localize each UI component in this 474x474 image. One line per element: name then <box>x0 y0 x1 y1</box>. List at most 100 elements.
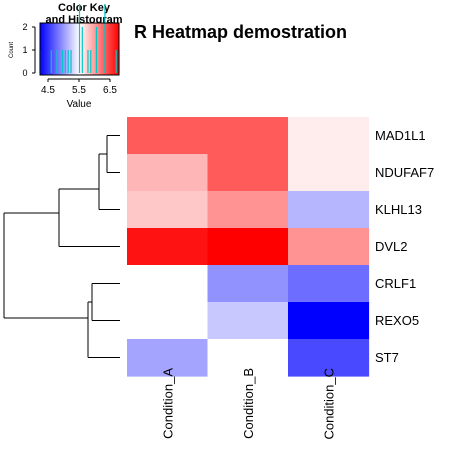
row-dendrogram <box>3 135 120 358</box>
column-labels: Condition_A Condition_B Condition_C <box>160 368 336 440</box>
color-key-swatch <box>113 23 115 75</box>
key-ytick-0: 0 <box>22 68 27 78</box>
color-key-swatch <box>54 23 56 75</box>
color-key-swatch <box>114 23 116 75</box>
heatmap-cell-ndufaf7-condition-b <box>207 154 289 192</box>
heatmap-cell-mad1l1-condition-b <box>207 117 289 155</box>
heatmap-cell-crlf1-condition-a <box>127 265 209 303</box>
color-key-swatch <box>61 23 63 75</box>
heatmap-cell-mad1l1-condition-a <box>127 117 209 155</box>
color-key-swatch <box>68 23 70 75</box>
color-key-swatch <box>66 23 68 75</box>
row-label-mad1l1: MAD1L1 <box>375 128 426 143</box>
color-key-swatch <box>59 23 61 75</box>
heatmap-cell-st7-condition-c <box>288 339 370 377</box>
row-labels: MAD1L1 NDUFAF7 KLHL13 DVL2 CRLF1 REXO5 ST7 <box>375 128 434 365</box>
heatmap-cell-klhl13-condition-b <box>207 191 289 229</box>
key-xlabel: Value <box>67 99 92 110</box>
color-key-swatch <box>42 23 44 75</box>
color-key-swatch <box>98 23 100 75</box>
color-key-swatch <box>57 23 59 75</box>
color-key-swatch <box>91 23 93 75</box>
heatmap-cell-rexo5-condition-b <box>207 302 289 340</box>
color-key-swatch <box>95 23 97 75</box>
key-xtick-0: 4.5 <box>41 85 55 96</box>
row-label-dvl2: DVL2 <box>375 239 408 254</box>
heatmap-cell-crlf1-condition-c <box>288 265 370 303</box>
color-key-swatch <box>117 23 119 75</box>
color-key-swatch <box>52 23 54 75</box>
color-key-swatch <box>107 23 109 75</box>
heatmap-cell-dvl2-condition-a <box>127 228 209 266</box>
color-key-swatch <box>56 23 58 75</box>
color-key-gradient <box>40 23 120 75</box>
color-key-swatch <box>64 23 66 75</box>
heatmap-cell-dvl2-condition-c <box>288 228 370 266</box>
color-key-swatch <box>71 23 73 75</box>
key-xtick-2: 6.5 <box>103 85 117 96</box>
heatmap-cell-crlf1-condition-b <box>207 265 289 303</box>
color-key-swatch <box>110 23 112 75</box>
color-key-swatch <box>62 23 64 75</box>
color-key-swatch <box>55 23 57 75</box>
color-key-swatch <box>89 23 91 75</box>
color-key-swatch <box>111 23 113 75</box>
column-label-condition-b: Condition_B <box>241 368 256 439</box>
color-key-swatch <box>87 23 89 75</box>
column-label-condition-a: Condition_A <box>160 368 175 439</box>
color-key-swatch <box>100 23 102 75</box>
column-label-condition-c: Condition_C <box>321 368 336 440</box>
color-key-swatch <box>86 23 88 75</box>
heatmap-cell-st7-condition-b <box>207 339 289 377</box>
chart-title: R Heatmap demostration <box>134 22 347 42</box>
color-key-swatch <box>72 23 74 75</box>
color-key-swatch <box>67 23 69 75</box>
color-key-swatch <box>40 23 42 75</box>
heatmap-cell-klhl13-condition-a <box>127 191 209 229</box>
color-key-swatch <box>50 23 52 75</box>
color-key-swatch <box>58 23 60 75</box>
color-key-swatch <box>77 23 79 75</box>
heatmap-cell-rexo5-condition-a <box>127 302 209 340</box>
color-key-swatch <box>47 23 49 75</box>
color-key-swatch <box>46 23 48 75</box>
heatmap-cell-dvl2-condition-b <box>207 228 289 266</box>
color-key-swatch <box>108 23 110 75</box>
color-key-swatch <box>73 23 75 75</box>
row-label-ndufaf7: NDUFAF7 <box>375 165 434 180</box>
color-key-swatch <box>78 23 80 75</box>
row-label-crlf1: CRLF1 <box>375 276 416 291</box>
color-key-swatch <box>45 23 47 75</box>
color-key-swatch <box>51 23 53 75</box>
color-key-swatch <box>112 23 114 75</box>
color-key-swatch <box>90 23 92 75</box>
color-key-swatch <box>116 23 118 75</box>
row-label-st7: ST7 <box>375 350 399 365</box>
color-key-swatch <box>109 23 111 75</box>
color-key-swatch <box>76 23 78 75</box>
color-key-swatch <box>53 23 55 75</box>
color-key-swatch <box>63 23 65 75</box>
color-key-swatch <box>80 23 82 75</box>
key-ytick-2: 2 <box>22 22 27 32</box>
heatmap-cells <box>127 117 370 377</box>
color-key-swatch <box>83 23 85 75</box>
row-label-rexo5: REXO5 <box>375 313 419 328</box>
color-key-swatch <box>69 23 71 75</box>
color-key-swatch <box>97 23 99 75</box>
heatmap-cell-rexo5-condition-c <box>288 302 370 340</box>
row-label-klhl13: KLHL13 <box>375 202 422 217</box>
color-key-swatch <box>94 23 96 75</box>
color-key-swatch <box>49 23 51 75</box>
key-xtick-1: 5.5 <box>72 85 86 96</box>
color-key-swatch <box>48 23 50 75</box>
color-key-swatch <box>65 23 67 75</box>
color-key-swatch <box>105 23 107 75</box>
key-ylabel: Count <box>9 42 15 58</box>
color-key-swatch <box>60 23 62 75</box>
color-key-swatch <box>85 23 87 75</box>
color-key-swatch <box>99 23 101 75</box>
color-key-swatch <box>70 23 72 75</box>
heatmap-cell-ndufaf7-condition-c <box>288 154 370 192</box>
